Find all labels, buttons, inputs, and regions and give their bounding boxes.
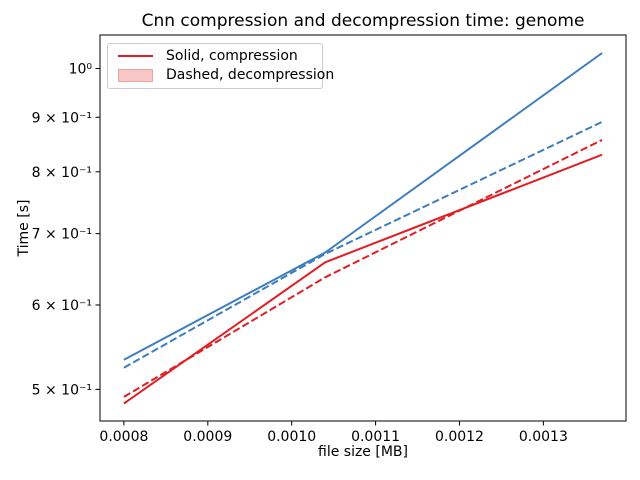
series-blue-dashed-decompression: [123, 120, 603, 369]
y-tick-label: 6 × 10⁻¹: [32, 298, 92, 314]
axes-frame: [99, 34, 627, 422]
y-tick-label: 5 × 10⁻¹: [32, 382, 92, 398]
chart-title: Cnn compression and decompression time: …: [141, 11, 585, 31]
x-tick-label: 0.0009: [183, 429, 232, 445]
y-axis-label: Time [s]: [16, 199, 32, 257]
red-line-swatch-icon: [118, 55, 153, 58]
y-tick-label: 7 × 10⁻¹: [32, 227, 92, 243]
legend-swatch-box: [118, 69, 153, 83]
series-blue-solid-compression: [123, 52, 603, 361]
pink-patch-swatch-icon: [118, 69, 153, 83]
x-tick-label: 0.0008: [99, 429, 148, 445]
x-tick-label: 0.0011: [351, 429, 400, 445]
x-tick-label: 0.0010: [267, 429, 316, 445]
series-red-solid-compression: [123, 153, 603, 405]
legend-entry-compression: Solid, compression: [118, 47, 314, 66]
x-axis-label: file size [MB]: [318, 444, 408, 460]
y-tick-label: 8 × 10⁻¹: [32, 165, 92, 181]
y-tick-label: 10⁰: [69, 61, 93, 77]
legend-entry-decompression: Dashed, decompression: [118, 66, 334, 85]
legend-swatch-box: [118, 55, 153, 58]
legend-label: Solid, compression: [166, 47, 298, 64]
x-tick-label: 0.0013: [519, 429, 568, 445]
legend-label: Dashed, decompression: [166, 67, 335, 84]
legend: Solid, compression Dashed, decompression: [107, 43, 334, 89]
x-tick-label: 0.0012: [435, 429, 484, 445]
series-red-dashed-decompression: [123, 139, 603, 398]
y-tick-label: 9 × 10⁻¹: [32, 110, 92, 126]
